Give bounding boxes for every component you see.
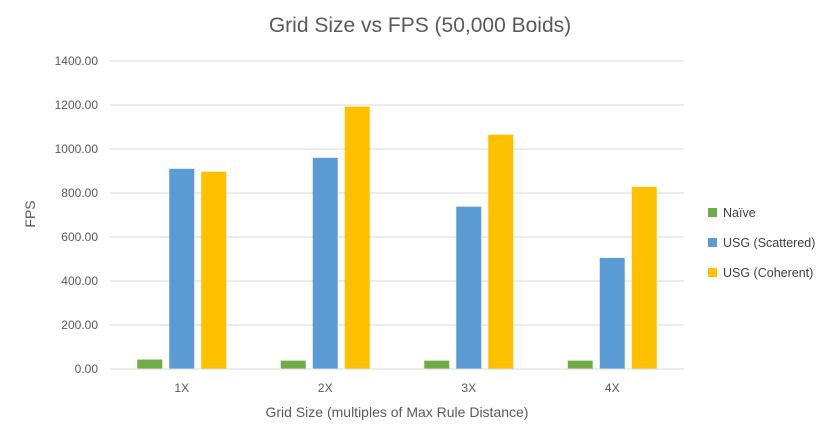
bar [169,168,195,369]
y-axis-ticks: 0.00 200.00 400.00 600.00 800.00 1000.00 1200.… [55,54,99,376]
x-tick-label: 4X [605,381,620,395]
y-tick-label: 800.00 [61,186,98,200]
bar [280,360,306,369]
y-tick-label: 600.00 [61,230,98,244]
bars [137,106,657,369]
legend-swatch [708,268,717,277]
bar [631,186,657,369]
x-axis-label: Grid Size (multiples of Max Rule Distanc… [266,404,529,420]
y-axis-label: FPS [22,200,38,227]
gridlines [110,60,684,326]
x-axis-ticks: 1X 2X 3X 4X [174,381,619,395]
legend-label: USG (Coherent) [723,266,813,280]
y-tick-label: 200.00 [61,318,98,332]
bar [312,157,338,369]
bar [137,359,163,369]
x-tick-label: 2X [318,381,333,395]
bar [344,106,370,369]
y-tick-label: 1000.00 [55,142,99,156]
bar [201,171,227,369]
bar [424,360,450,369]
legend-swatch [708,238,717,247]
bar [456,206,482,369]
chart-title: Grid Size vs FPS (50,000 Boids) [269,14,571,37]
bar [567,360,593,369]
bar [599,257,625,369]
y-tick-label: 1400.00 [55,54,99,68]
legend-label: Naïve [723,206,756,220]
y-tick-label: 400.00 [61,274,98,288]
legend-swatch [708,208,717,217]
legend: Naïve USG (Scattered) USG (Coherent) [708,206,815,280]
bar [488,134,514,369]
y-tick-label: 0.00 [75,362,99,376]
y-tick-label: 1200.00 [55,98,99,112]
legend-label: USG (Scattered) [723,236,815,250]
x-tick-label: 1X [174,381,189,395]
x-tick-label: 3X [461,381,476,395]
